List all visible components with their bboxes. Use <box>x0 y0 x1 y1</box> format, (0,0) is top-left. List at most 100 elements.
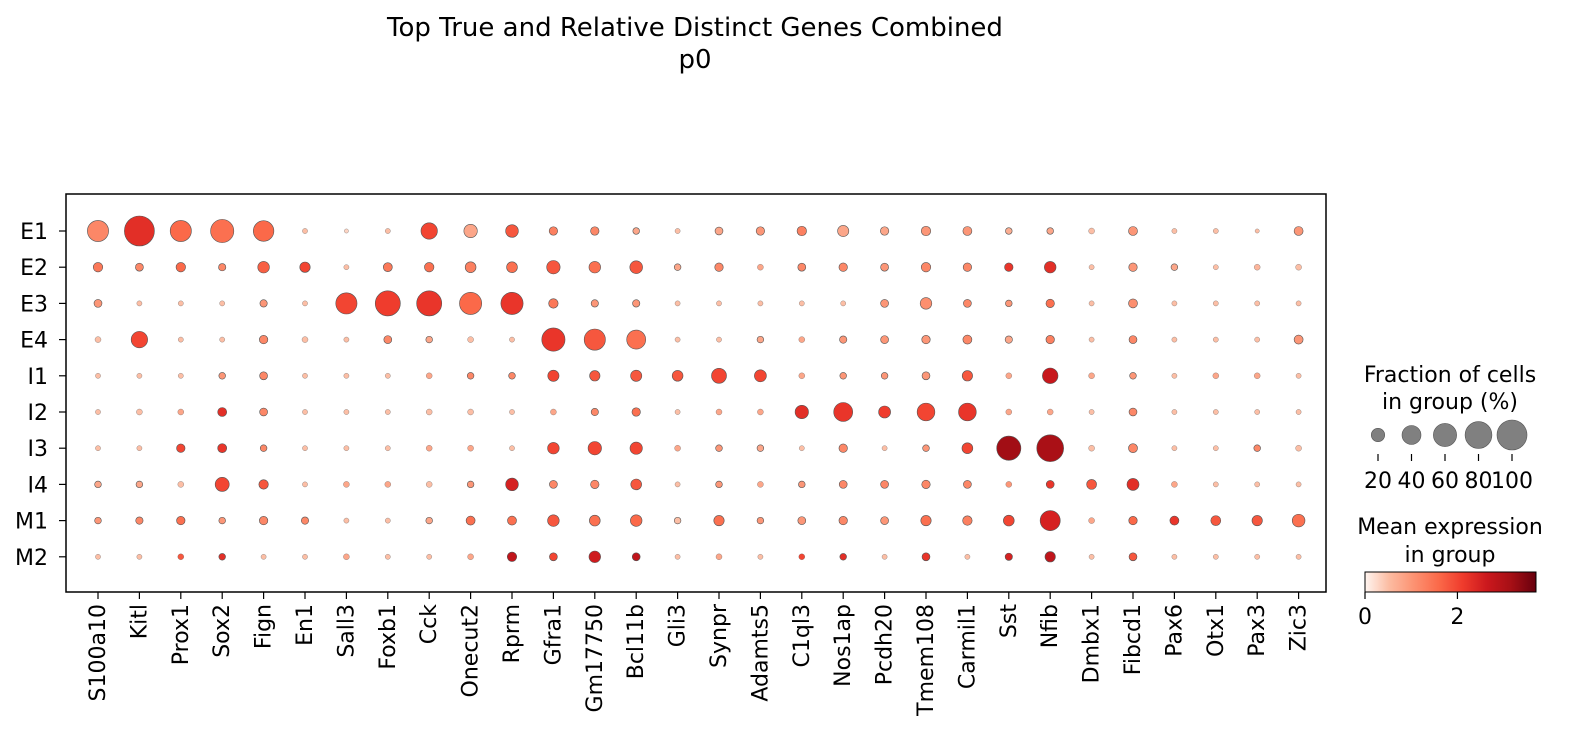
dot-M2-C1ql3 <box>798 553 805 560</box>
x-tick-label: Cck <box>417 604 442 644</box>
dot-I3-Tmem108 <box>922 444 930 452</box>
dot-M1-Carmil1 <box>962 515 973 526</box>
dot-E3-C1ql3 <box>799 300 805 307</box>
dot-I2-S100a10 <box>95 409 101 415</box>
dot-M2-Gfra1 <box>549 552 558 562</box>
dot-E2-Zic3 <box>1295 264 1302 271</box>
size-legend-title-line2: in group (%) <box>1382 390 1518 415</box>
dot-M1-Nfib <box>1039 510 1061 531</box>
x-tick-label: En1 <box>293 604 318 646</box>
dot-E1-Sall3 <box>344 228 349 234</box>
x-tick-label: Sst <box>997 604 1022 638</box>
dot-I4-Nfib <box>1045 480 1055 489</box>
dot-E4-Gfra1 <box>541 327 566 352</box>
dot-I3-Prox1 <box>176 443 186 453</box>
dot-I4-Pcdh20 <box>880 480 889 489</box>
x-tick-label: Otx1 <box>1204 604 1229 657</box>
dot-I3-Bcl11b <box>629 441 643 455</box>
dot-E3-En1 <box>302 300 308 307</box>
x-tick-label: Foxb1 <box>376 604 401 670</box>
dot-M2-Bcl11b <box>631 552 641 562</box>
dot-E4-Onecut2 <box>467 336 474 343</box>
dot-I1-Kitl <box>136 373 143 379</box>
dot-I4-Fign <box>258 479 269 490</box>
dot-I2-Zic3 <box>1295 409 1302 415</box>
y-tick-label: I1 <box>28 365 49 390</box>
dot-E3-Prox1 <box>178 300 184 307</box>
dot-I3-Rprm <box>509 445 515 451</box>
colorbar <box>1364 571 1537 593</box>
dot-M2-Sst <box>1004 552 1013 561</box>
dot-I2-C1ql3 <box>794 404 809 420</box>
dot-M1-Synpr <box>713 515 725 527</box>
dot-I1-Sst <box>1005 372 1012 379</box>
dot-I1-Gli3 <box>671 370 684 382</box>
y-tick-label: E4 <box>20 329 48 354</box>
x-tick-label: Pax3 <box>1245 604 1270 657</box>
dot-M1-En1 <box>301 516 309 525</box>
dot-M1-Pax6 <box>1169 515 1180 526</box>
dot-E3-Pcdh20 <box>880 299 889 308</box>
dot-E1-Adamts5 <box>755 226 765 236</box>
x-tick-label: Rprm <box>500 604 525 663</box>
dot-I2-Tmem108 <box>916 402 936 422</box>
dot-M2-Nos1ap <box>839 553 847 561</box>
dot-I2-Onecut2 <box>467 408 474 416</box>
dot-E1-Tmem108 <box>920 225 932 237</box>
size-legend-label: 100 <box>1491 469 1533 494</box>
dot-I2-Bcl11b <box>631 407 641 417</box>
dot-E4-Adamts5 <box>756 335 765 344</box>
dot-E2-Gm17750 <box>588 261 601 274</box>
dot-E2-Foxb1 <box>382 262 393 273</box>
dot-I4-Sox2 <box>214 477 230 492</box>
dot-I4-Kitl <box>135 480 144 489</box>
dot-I4-Pax3 <box>1254 481 1260 488</box>
dot-I3-Gm17750 <box>587 441 602 456</box>
x-tick-label: Prox1 <box>169 604 194 665</box>
dot-E4-Kitl <box>130 331 148 349</box>
dot-E1-Prox1 <box>169 220 192 242</box>
chart-title: Top True and Relative Distinct Genes Com… <box>386 13 1003 43</box>
x-tick-label: Nfib <box>1038 604 1063 648</box>
dot-E1-Foxb1 <box>385 228 391 234</box>
x-tick-label: Gfra1 <box>541 604 566 665</box>
dot-I1-Carmil1 <box>961 370 973 382</box>
dots-layer <box>87 215 1306 563</box>
dot-I2-Nos1ap <box>833 402 853 422</box>
dot-M1-Fign <box>259 516 269 526</box>
dot-E2-C1ql3 <box>797 262 807 272</box>
dot-M1-S100a10 <box>94 516 102 525</box>
dot-M1-Bcl11b <box>630 514 643 527</box>
dot-E2-Nfib <box>1044 261 1057 274</box>
dot-M2-Gm17750 <box>588 550 601 563</box>
dot-E3-Carmil1 <box>963 299 972 308</box>
dot-E3-Fibcd1 <box>1128 298 1138 309</box>
dot-E3-Fign <box>259 299 268 308</box>
dot-E3-Cck <box>416 290 443 317</box>
dot-M2-S100a10 <box>95 554 101 560</box>
dot-I1-Pax3 <box>1254 372 1261 379</box>
dot-E2-Tmem108 <box>920 262 932 273</box>
dot-E1-Onecut2 <box>463 223 478 239</box>
x-tick-label: Pax6 <box>1162 604 1187 657</box>
size-legend-label: 40 <box>1398 469 1426 494</box>
dot-E4-Sall3 <box>343 336 350 343</box>
dot-E2-Fign <box>257 261 270 274</box>
dot-M1-Fibcd1 <box>1128 516 1138 526</box>
dot-I2-Pcdh20 <box>878 405 891 419</box>
dot-I3-Cck <box>426 445 433 452</box>
y-tick-label: M2 <box>15 546 48 571</box>
dot-E1-Dmbx1 <box>1088 227 1095 235</box>
dot-I1-Sox2 <box>218 372 226 380</box>
size-legend-dot <box>1464 421 1493 449</box>
y-axis: E1 E2 E3 E4 I1 I2 I3 I4 M1 M2 <box>15 220 66 571</box>
dot-M1-Gm17750 <box>589 514 601 527</box>
dot-I4-En1 <box>302 481 308 488</box>
dot-M2-Fign <box>260 554 267 560</box>
dot-E3-Kitl <box>136 300 143 307</box>
plot-frame <box>65 193 1327 593</box>
dot-E3-Gli3 <box>674 300 681 307</box>
dot-E3-Onecut2 <box>459 291 483 315</box>
dot-E2-Pax3 <box>1254 264 1261 271</box>
